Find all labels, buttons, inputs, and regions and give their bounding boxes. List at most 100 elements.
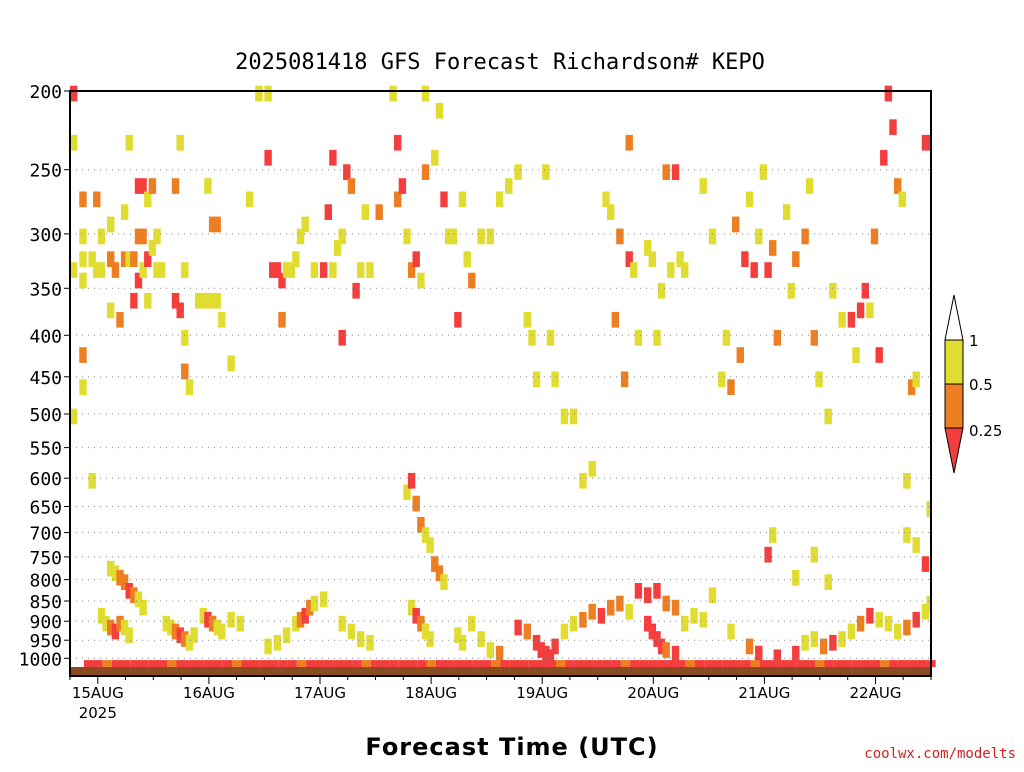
heatmap-cell bbox=[176, 660, 186, 667]
heatmap-cell bbox=[445, 228, 453, 245]
heatmap-cell bbox=[806, 660, 816, 667]
heatmap-cell bbox=[713, 660, 723, 667]
heatmap-cell bbox=[732, 216, 740, 233]
heatmap-cell bbox=[116, 569, 124, 586]
x-tick-sublabel: 2025 bbox=[79, 704, 117, 722]
heatmap-cell bbox=[79, 251, 87, 267]
heatmap-cell bbox=[352, 282, 360, 299]
x-axis: 15AUG 2025 16AUG 17AUG 18AUG 19AUG 20AUG 21AUG 2… bbox=[69, 676, 932, 722]
heatmap-cell bbox=[185, 660, 195, 667]
heatmap-cell bbox=[907, 660, 918, 667]
heatmap-cell bbox=[611, 660, 621, 667]
heatmap-cell bbox=[639, 660, 649, 667]
heatmap-cell bbox=[750, 262, 758, 278]
heatmap-cell bbox=[185, 634, 194, 651]
heatmap-cell bbox=[116, 311, 124, 328]
heatmap-cell bbox=[514, 164, 522, 180]
heatmap-cell bbox=[736, 347, 744, 363]
heatmap-cell bbox=[301, 607, 309, 624]
y-tick-label: 650 bbox=[29, 498, 62, 519]
heatmap-cell bbox=[880, 149, 888, 166]
heatmap-cell bbox=[819, 638, 828, 655]
heatmap-cell bbox=[190, 627, 198, 644]
heatmap-cell bbox=[852, 347, 860, 363]
heatmap-cell bbox=[634, 583, 643, 599]
heatmap-cell bbox=[218, 623, 226, 640]
heatmap-cell bbox=[495, 645, 504, 662]
heatmap-cell bbox=[380, 660, 390, 667]
heatmap-cell bbox=[148, 178, 157, 194]
heatmap-cell bbox=[866, 607, 874, 624]
heatmap-cell bbox=[468, 615, 476, 632]
heatmap-cell bbox=[500, 660, 510, 667]
heatmap-cell bbox=[440, 574, 448, 590]
heatmap-cell bbox=[574, 660, 584, 667]
y-tick-label: 450 bbox=[29, 368, 62, 389]
heatmap-cell bbox=[394, 191, 402, 208]
heatmap-cell bbox=[70, 134, 78, 151]
heatmap-cell bbox=[204, 660, 214, 667]
heatmap-cell bbox=[588, 603, 596, 620]
heatmap-cell bbox=[792, 645, 800, 662]
heatmap-cell bbox=[324, 660, 334, 667]
heatmap-cell bbox=[671, 164, 680, 180]
heatmap-cell bbox=[130, 292, 138, 309]
heatmap-cell bbox=[403, 484, 411, 501]
heatmap-cell bbox=[120, 251, 129, 267]
heatmap-cell bbox=[778, 660, 788, 667]
heatmap-cell bbox=[662, 642, 670, 658]
heatmap-cell bbox=[657, 660, 668, 667]
heatmap-cell bbox=[852, 660, 862, 667]
heatmap-cell bbox=[204, 178, 212, 194]
heatmap-cell bbox=[93, 191, 101, 208]
heatmap-cells bbox=[70, 85, 936, 667]
heatmap-cell bbox=[255, 85, 263, 102]
y-tick-label: 250 bbox=[29, 161, 62, 182]
heatmap-cell bbox=[472, 660, 482, 667]
heatmap-cell bbox=[421, 623, 430, 640]
y-tick-label: 1000 bbox=[19, 649, 62, 670]
y-tick-label: 300 bbox=[29, 225, 62, 246]
heatmap-cell bbox=[699, 611, 707, 628]
heatmap-cell bbox=[213, 292, 221, 309]
heatmap-cell bbox=[898, 191, 906, 208]
y-axis: 200 250 300 350 400 450 500 550 600 650 700 7508008… bbox=[19, 82, 70, 670]
heatmap-cell bbox=[551, 638, 559, 655]
heatmap-cell bbox=[477, 228, 485, 245]
heatmap-cell bbox=[648, 623, 656, 640]
heatmap-cell bbox=[708, 587, 717, 603]
heatmap-cell bbox=[264, 638, 272, 655]
heatmap-cell bbox=[347, 178, 356, 194]
heatmap-cell bbox=[292, 615, 300, 632]
heatmap-cell bbox=[648, 660, 658, 667]
heatmap-cell bbox=[801, 228, 809, 245]
heatmap-cell bbox=[644, 615, 652, 632]
heatmap-cell bbox=[662, 164, 670, 180]
heatmap-cell bbox=[264, 85, 272, 102]
heatmap-cell bbox=[361, 204, 369, 220]
heatmap-cell bbox=[741, 251, 749, 267]
y-tick-label: 850 bbox=[29, 592, 62, 613]
heatmap-cell bbox=[843, 660, 853, 667]
heatmap-cell bbox=[407, 472, 416, 489]
heatmap-cell bbox=[167, 660, 177, 667]
heatmap-cell bbox=[352, 660, 362, 667]
heatmap-cell bbox=[208, 615, 217, 632]
heatmap-cell bbox=[838, 631, 846, 647]
heatmap-cell bbox=[458, 191, 467, 208]
x-tick-label: 16AUG bbox=[183, 684, 235, 702]
heatmap-cell bbox=[477, 631, 485, 647]
heatmap-cell bbox=[282, 627, 291, 644]
heatmap-cell bbox=[875, 347, 883, 363]
heatmap-cell bbox=[431, 149, 439, 166]
heatmap-cell bbox=[542, 645, 550, 662]
heatmap-cell bbox=[620, 371, 629, 388]
credit-link[interactable]: coolwx.com/modelts bbox=[864, 746, 1016, 762]
heatmap-cell bbox=[759, 660, 769, 667]
heatmap-cell bbox=[204, 292, 212, 309]
heatmap-cell bbox=[111, 262, 120, 278]
heatmap-cell bbox=[148, 240, 157, 256]
heatmap-cell bbox=[79, 191, 87, 208]
heatmap-cell bbox=[97, 607, 106, 624]
x-tick-label: 20AUG bbox=[627, 684, 679, 702]
